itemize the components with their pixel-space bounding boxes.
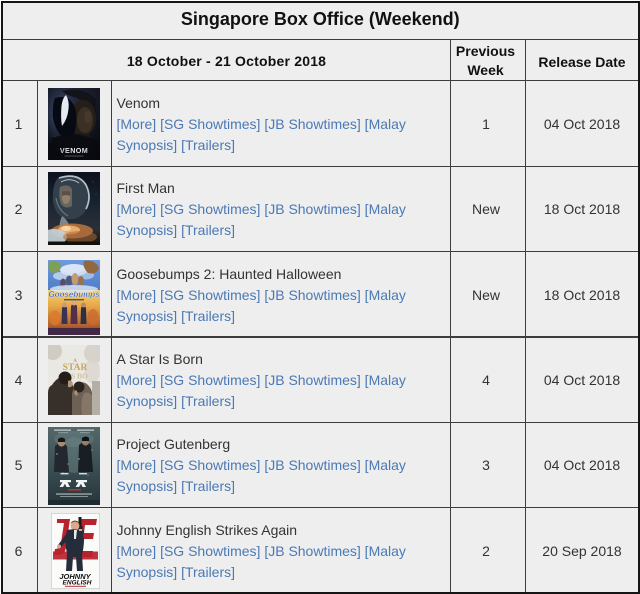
svg-text:ENGLISH: ENGLISH bbox=[62, 580, 91, 587]
svg-text:STAR: STAR bbox=[63, 363, 88, 373]
svg-text:JOHNNY: JOHNNY bbox=[59, 572, 91, 581]
svg-text:IS BO: IS BO bbox=[68, 372, 88, 381]
svg-text:Goosebumps: Goosebumps bbox=[49, 290, 101, 299]
svg-text:A: A bbox=[74, 359, 78, 364]
